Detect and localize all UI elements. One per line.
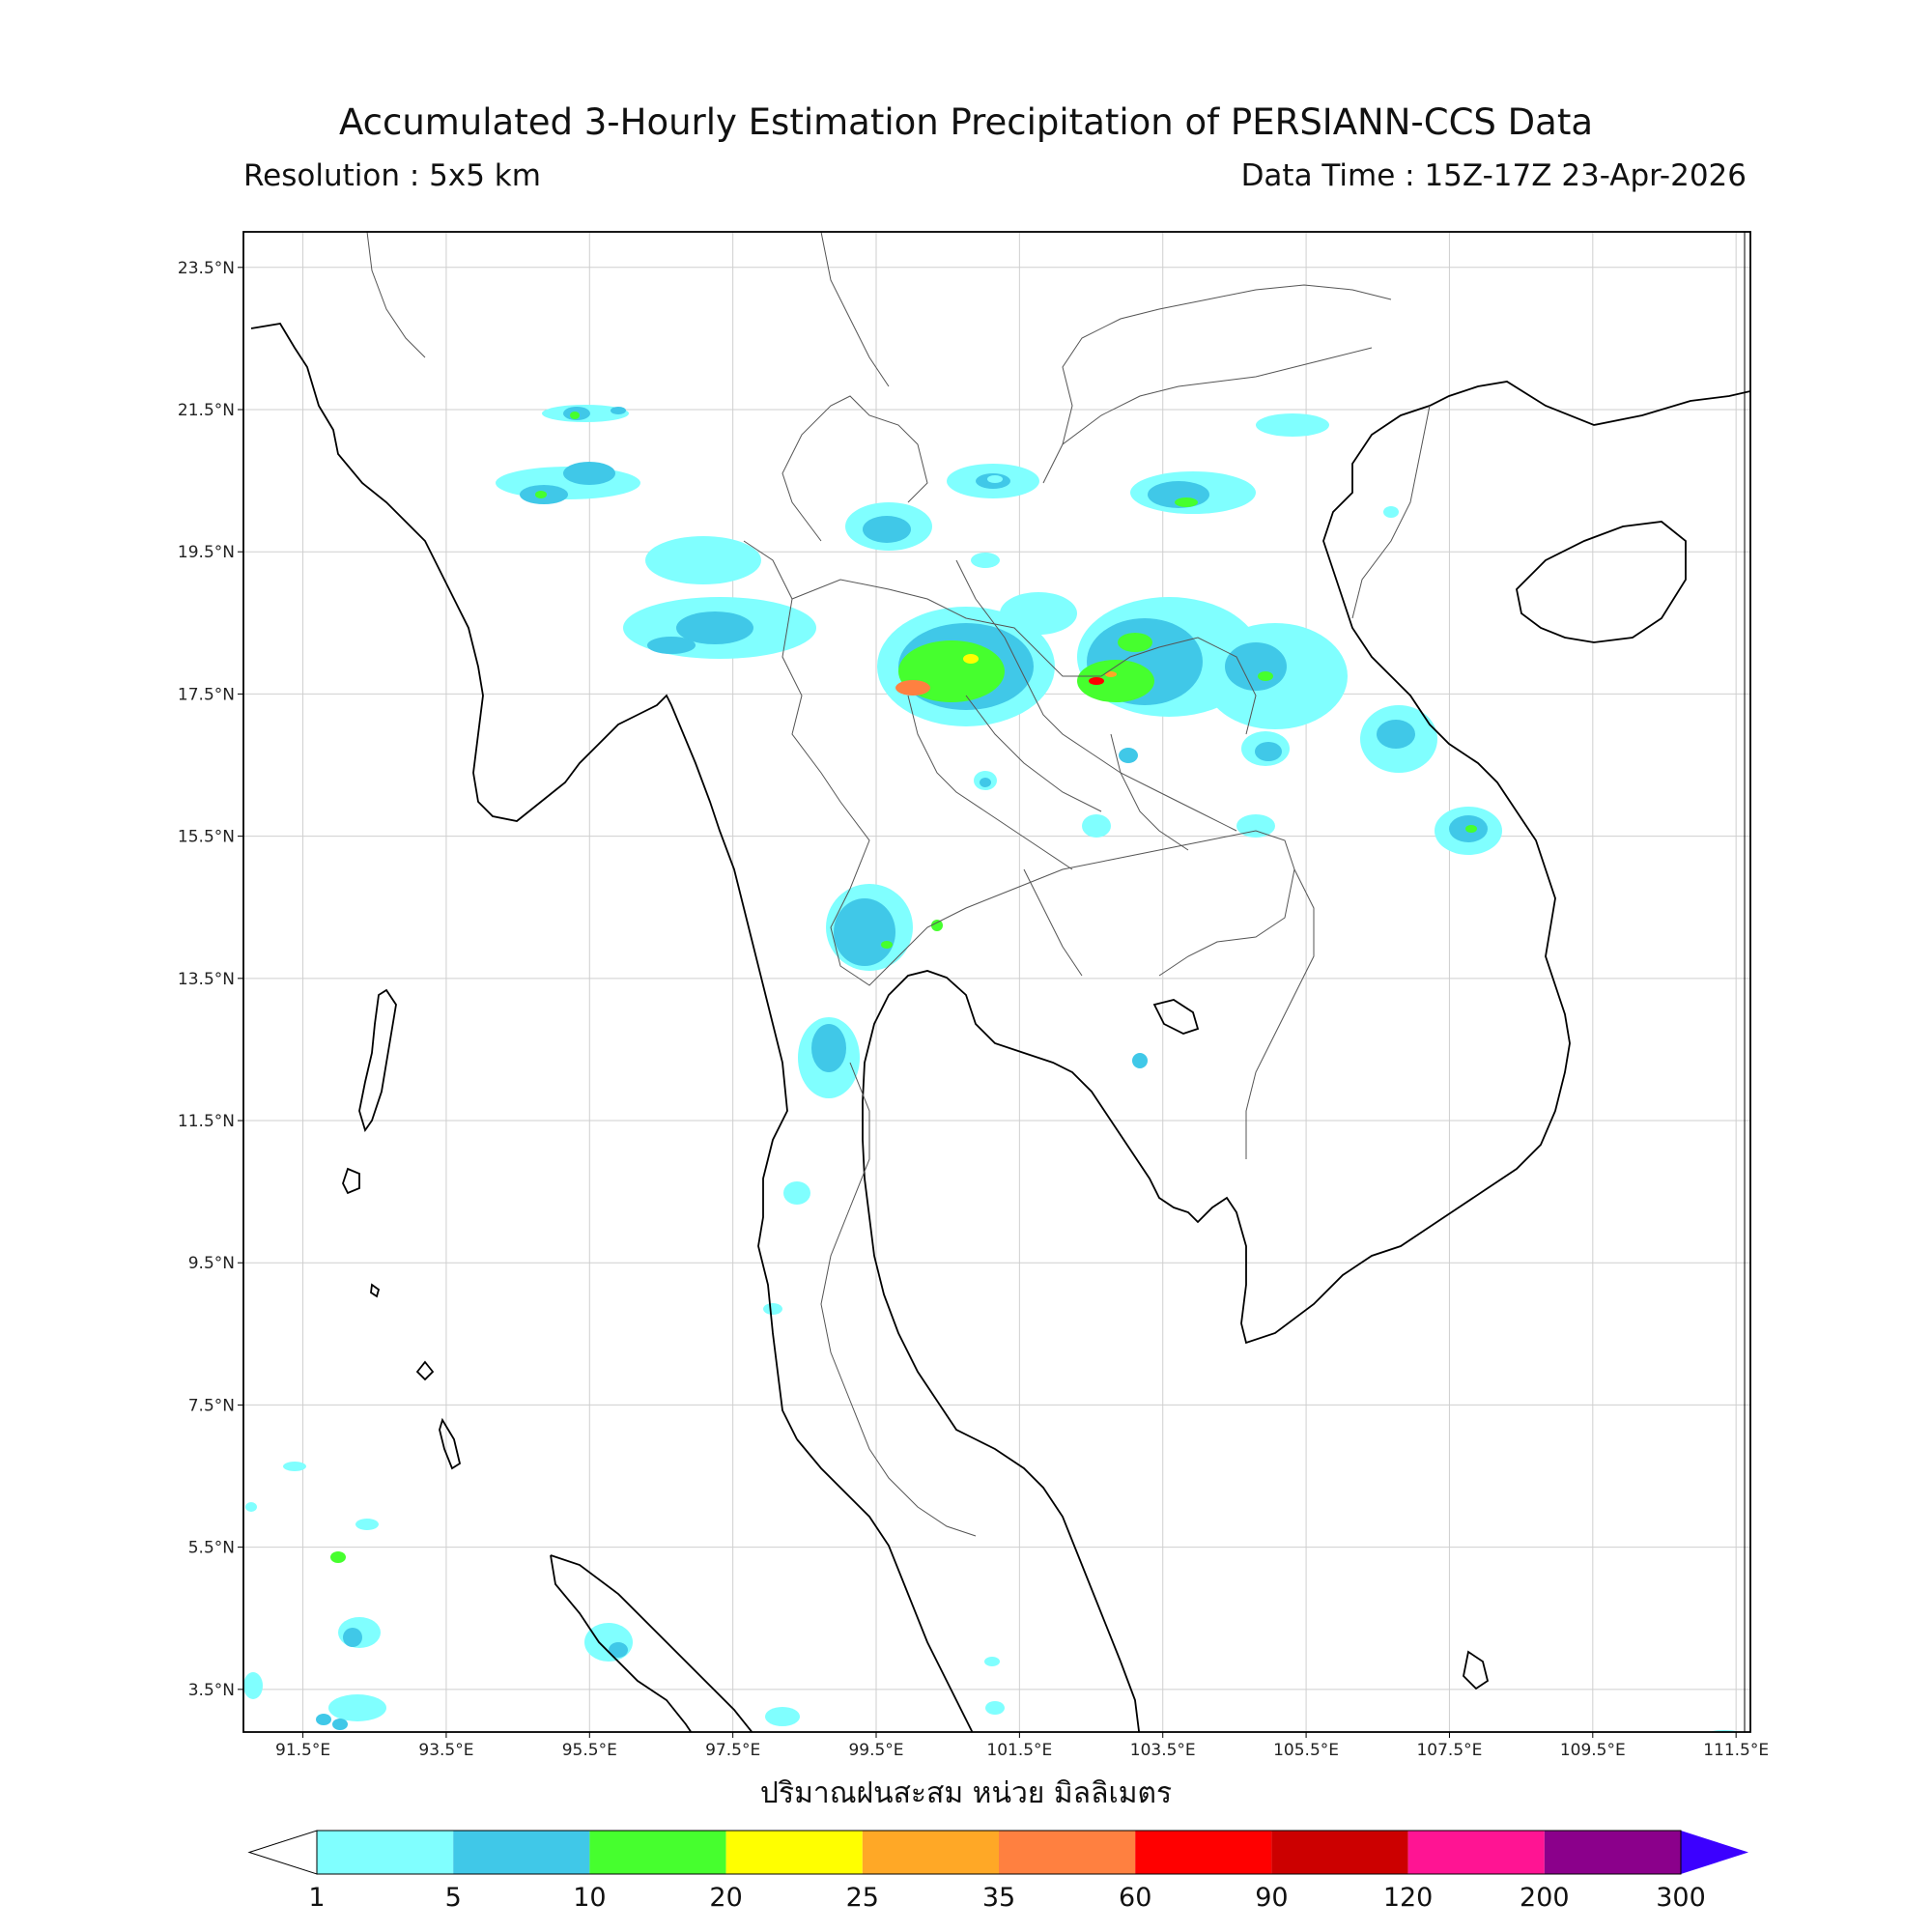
data-time-label: Data Time : 15Z-17Z 23-Apr-2026 — [1240, 158, 1747, 193]
colorbar-unit-label: ปริมาณฝนสะสม หน่วย มิลลิเมตร — [759, 1776, 1173, 1810]
colorbar-segment — [453, 1831, 590, 1874]
colorbar-level-label: 25 — [846, 1883, 879, 1913]
lat-tick-label: 7.5°N — [188, 1396, 235, 1415]
colorbar-level-label: 20 — [709, 1883, 742, 1913]
colorbar-level-label: 1 — [308, 1883, 325, 1913]
lon-tick-label: 109.5°E — [1560, 1741, 1626, 1760]
resolution-label: Resolution : 5x5 km — [243, 158, 541, 193]
map-frame-inner — [1744, 231, 1751, 1733]
rain-cell-andaman — [243, 1462, 1740, 1732]
chart-title: Accumulated 3-Hourly Estimation Precipit… — [338, 101, 1594, 143]
lat-tick-label: 21.5°N — [178, 401, 235, 420]
colorbar: 1 5 10 20 25 35 60 90 120 200 300 — [247, 1830, 1748, 1913]
colorbar-segment — [1135, 1831, 1272, 1874]
colorbar-level-label: 300 — [1656, 1883, 1706, 1913]
lon-tick-label: 111.5°E — [1703, 1741, 1769, 1760]
rain-cell-central-small — [974, 748, 1275, 1068]
province-borders — [366, 232, 1431, 1537]
map-frame — [242, 231, 1751, 1733]
lon-tick-label: 95.5°E — [562, 1741, 617, 1760]
lat-tick-label: 11.5°N — [178, 1112, 235, 1131]
lon-tick-label: 97.5°E — [705, 1741, 760, 1760]
colorbar-under-arrow — [247, 1830, 318, 1875]
lon-tick-label: 91.5°E — [275, 1741, 330, 1760]
colorbar-segment — [1271, 1831, 1408, 1874]
colorbar-segment — [1544, 1831, 1681, 1874]
colorbar-level-label: 120 — [1383, 1883, 1434, 1913]
colorbar-level-label: 60 — [1119, 1883, 1151, 1913]
lat-tick-label: 23.5°N — [178, 259, 235, 278]
colorbar-over-arrow — [1681, 1831, 1748, 1874]
colorbar-segment — [725, 1831, 863, 1874]
colorbar-level-label: 200 — [1520, 1883, 1570, 1913]
lon-tick-label: 103.5°E — [1130, 1741, 1196, 1760]
lon-tick-label: 107.5°E — [1416, 1741, 1482, 1760]
rain-cell-western-thailand — [763, 884, 943, 1315]
map-gridlines — [243, 232, 1750, 1732]
colorbar-segment — [317, 1831, 454, 1874]
colorbar-level-label: 5 — [445, 1883, 462, 1913]
colorbar-frame — [316, 1830, 1682, 1875]
lon-tick-label: 105.5°E — [1273, 1741, 1339, 1760]
lat-tick-label: 17.5°N — [178, 685, 235, 704]
colorbar-segment — [589, 1831, 726, 1874]
rain-cell-northern-thailand — [845, 464, 1077, 726]
lon-tick-label: 99.5°E — [848, 1741, 903, 1760]
rain-layer — [243, 405, 1740, 1732]
colorbar-level-label: 35 — [982, 1883, 1015, 1913]
lon-tick-label: 93.5°E — [418, 1741, 473, 1760]
lat-tick-label: 5.5°N — [188, 1539, 235, 1558]
lon-tick-label: 101.5°E — [986, 1741, 1052, 1760]
coastlines — [250, 323, 1750, 1732]
colorbar-segment — [999, 1831, 1136, 1874]
colorbar-level-label: 90 — [1255, 1883, 1288, 1913]
rain-cell-north-laos — [987, 413, 1502, 855]
lat-tick-label: 13.5°N — [178, 970, 235, 989]
colorbar-segment — [1407, 1831, 1545, 1874]
lat-tick-label: 3.5°N — [188, 1681, 235, 1700]
lat-tick-label: 15.5°N — [178, 828, 235, 847]
colorbar-segment — [862, 1831, 999, 1874]
rain-cell-myanmar-north — [496, 405, 816, 659]
lat-tick-label: 9.5°N — [188, 1254, 235, 1273]
latitude-labels: 23.5°N 21.5°N 19.5°N 17.5°N 15.5°N 13.5°N 11.5… — [178, 259, 243, 1700]
longitude-labels: 91.5°E 93.5°E 95.5°E 97.5°E 99.5°E 101.5°E 103… — [275, 1732, 1769, 1760]
lat-tick-label: 19.5°N — [178, 543, 235, 562]
colorbar-level-label: 10 — [573, 1883, 606, 1913]
